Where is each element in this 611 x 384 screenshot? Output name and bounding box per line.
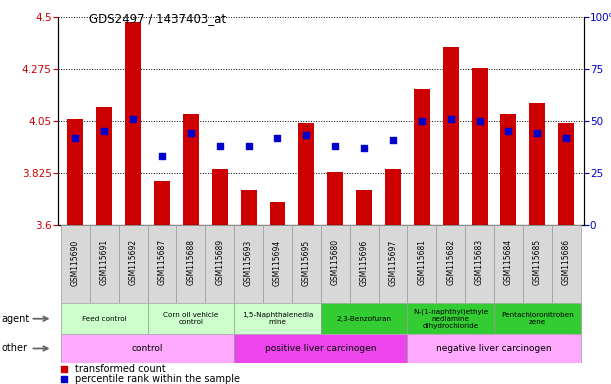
Bar <box>234 303 321 334</box>
Bar <box>408 334 580 363</box>
Bar <box>147 303 234 334</box>
Text: GSM115686: GSM115686 <box>562 239 571 285</box>
Text: transformed count: transformed count <box>75 364 166 374</box>
Text: GSM115697: GSM115697 <box>389 239 397 286</box>
Point <box>446 116 456 122</box>
Text: positive liver carcinogen: positive liver carcinogen <box>265 344 376 353</box>
Bar <box>147 225 177 303</box>
Point <box>503 128 513 134</box>
Bar <box>67 119 83 225</box>
Point <box>244 143 254 149</box>
Text: GSM115682: GSM115682 <box>446 240 455 285</box>
Point <box>562 134 571 141</box>
Bar <box>500 114 516 225</box>
Text: GSM115687: GSM115687 <box>158 239 166 285</box>
Bar <box>125 22 141 225</box>
Bar <box>494 225 523 303</box>
Bar <box>90 225 119 303</box>
Point <box>70 134 80 141</box>
Text: GSM115692: GSM115692 <box>128 239 137 285</box>
Text: GSM115689: GSM115689 <box>215 239 224 285</box>
Text: other: other <box>1 343 27 354</box>
Bar <box>205 225 234 303</box>
Bar <box>154 181 170 225</box>
Bar <box>234 225 263 303</box>
Bar <box>436 225 465 303</box>
Point <box>417 118 426 124</box>
Point <box>331 143 340 149</box>
Point <box>475 118 485 124</box>
Point <box>128 116 138 122</box>
Bar <box>321 225 349 303</box>
Text: GSM115681: GSM115681 <box>417 240 426 285</box>
Text: GSM115683: GSM115683 <box>475 239 484 285</box>
Bar <box>263 225 292 303</box>
Point <box>215 143 225 149</box>
Bar <box>61 303 147 334</box>
Point <box>157 153 167 159</box>
Point <box>59 366 68 372</box>
Text: N-(1-naphthyl)ethyle
nediamine
dihydrochloride: N-(1-naphthyl)ethyle nediamine dihydroch… <box>413 308 488 329</box>
Bar <box>523 225 552 303</box>
Bar <box>298 123 314 225</box>
Text: Pentachloronitroben
zene: Pentachloronitroben zene <box>501 312 574 325</box>
Point <box>388 137 398 143</box>
Bar <box>292 225 321 303</box>
Bar <box>558 123 574 225</box>
Text: GSM115690: GSM115690 <box>71 239 80 286</box>
Bar <box>379 225 408 303</box>
Bar <box>529 103 545 225</box>
Bar <box>97 107 112 225</box>
Bar <box>443 47 459 225</box>
Text: GSM115696: GSM115696 <box>360 239 368 286</box>
Bar <box>321 303 408 334</box>
Bar <box>183 114 199 225</box>
Text: GSM115691: GSM115691 <box>100 239 109 285</box>
Bar <box>408 225 436 303</box>
Bar <box>465 225 494 303</box>
Text: negative liver carcinogen: negative liver carcinogen <box>436 344 552 353</box>
Bar <box>414 89 430 225</box>
Text: Feed control: Feed control <box>82 316 126 322</box>
Bar <box>61 225 90 303</box>
Bar <box>408 303 494 334</box>
Text: GSM115680: GSM115680 <box>331 239 340 285</box>
Point <box>301 132 311 139</box>
Text: 2,3-Benzofuran: 2,3-Benzofuran <box>337 316 392 322</box>
Text: GDS2497 / 1437403_at: GDS2497 / 1437403_at <box>89 12 225 25</box>
Bar <box>212 169 228 225</box>
Text: control: control <box>132 344 163 353</box>
Point <box>532 130 542 136</box>
Point <box>59 376 68 382</box>
Point <box>100 128 109 134</box>
Text: GSM115688: GSM115688 <box>186 240 196 285</box>
Point <box>359 145 369 151</box>
Bar <box>494 303 580 334</box>
Bar <box>472 68 488 225</box>
Text: GSM115694: GSM115694 <box>273 239 282 286</box>
Point <box>186 130 196 136</box>
Point <box>273 134 282 141</box>
Bar <box>356 190 372 225</box>
Bar <box>327 172 343 225</box>
Bar <box>61 334 234 363</box>
Text: GSM115684: GSM115684 <box>504 239 513 285</box>
Text: Corn oil vehicle
control: Corn oil vehicle control <box>163 312 219 325</box>
Bar <box>177 225 205 303</box>
Bar <box>234 334 408 363</box>
Bar <box>241 190 257 225</box>
Text: agent: agent <box>1 314 29 324</box>
Text: GSM115693: GSM115693 <box>244 239 253 286</box>
Text: 1,5-Naphthalenedia
mine: 1,5-Naphthalenedia mine <box>242 312 313 325</box>
Bar <box>269 202 285 225</box>
Bar <box>552 225 580 303</box>
Bar <box>119 225 147 303</box>
Text: percentile rank within the sample: percentile rank within the sample <box>75 374 240 384</box>
Text: GSM115695: GSM115695 <box>302 239 311 286</box>
Text: GSM115685: GSM115685 <box>533 239 542 285</box>
Bar <box>385 169 401 225</box>
Bar <box>349 225 379 303</box>
